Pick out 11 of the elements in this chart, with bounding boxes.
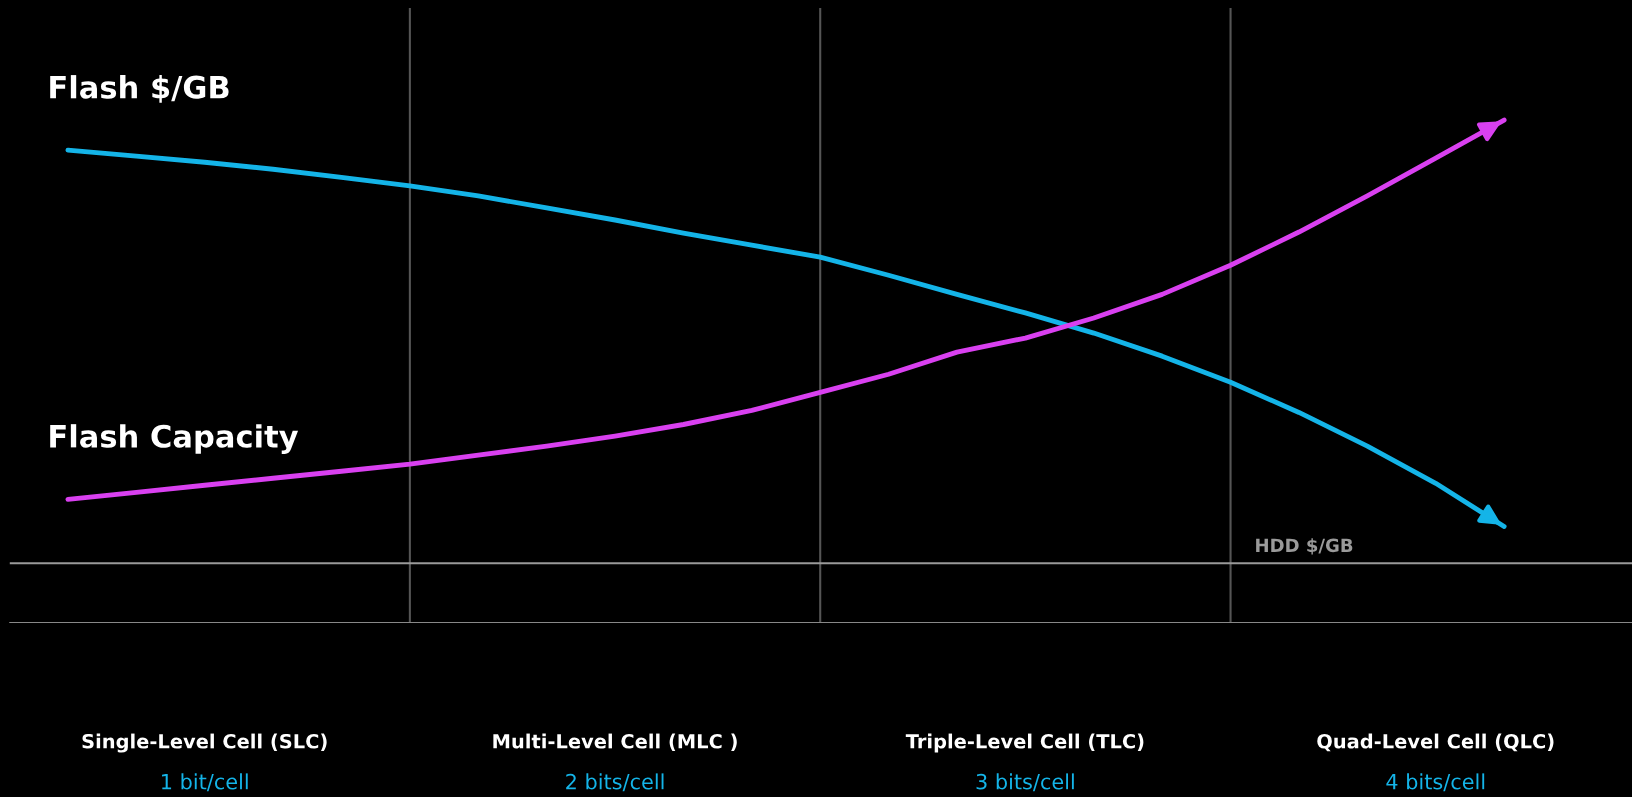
series-label: Flash $/GB	[50, 75, 229, 103]
ref-line-label: HDD $/GB	[1256, 538, 1353, 555]
x-tick-label: Quad-Level Cell (QLC)	[1317, 733, 1554, 752]
x-tick-label: Single-Level Cell (SLC)	[82, 733, 327, 753]
series-label: Flash Capacity	[50, 424, 299, 454]
text: 2 bits/cell	[566, 773, 664, 792]
text: 4 bits/cell	[1386, 773, 1485, 792]
x-tick-label: Multi-Level Cell (MLC )	[493, 733, 737, 751]
x-tick-label: Triple-Level Cell (TLC)	[905, 733, 1144, 753]
text: 3 bits/cell	[976, 773, 1074, 792]
text: 1 bit/cell	[162, 773, 248, 792]
